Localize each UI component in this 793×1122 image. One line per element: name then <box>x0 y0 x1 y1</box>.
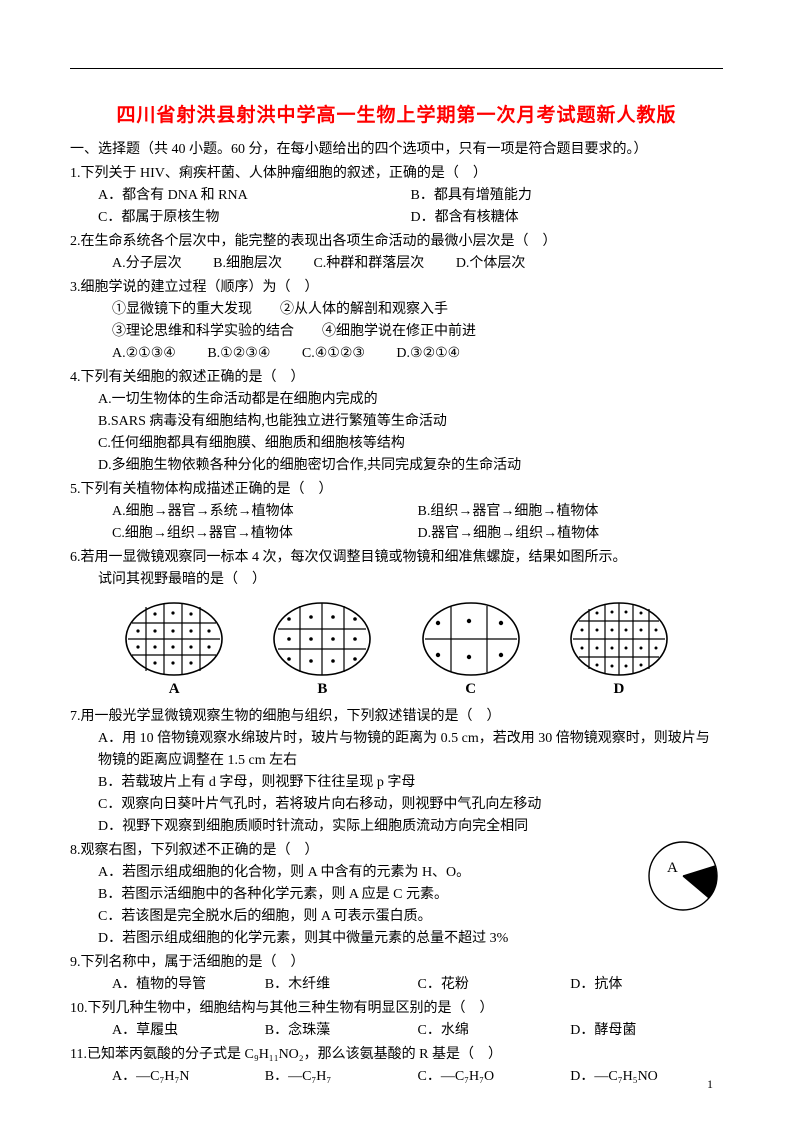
q6-stem: 6.若用一显微镜观察同一标本 4 次，每次仅调整目镜或物镜和细准焦螺旋，结果如图… <box>70 547 723 569</box>
q4-stem: 4.下列有关细胞的叙述正确的是（ ） <box>70 367 723 389</box>
cell-ellipse-d-icon <box>569 601 669 677</box>
top-rule <box>70 68 723 69</box>
q4-opt-b: B.SARS 病毒没有细胞结构,也能独立进行繁殖等生命活动 <box>70 411 723 433</box>
q3-opt-a: A.②①③④ <box>112 346 176 361</box>
q1-opt-d: D．都含有核糖体 <box>411 207 724 229</box>
q5-options: A.细胞→器官→系统→植物体 B.组织→器官→细胞→植物体 C.细胞→组织→器官… <box>70 501 723 545</box>
q2-stem: 2.在生命系统各个层次中，能完整的表现出各项生命活动的最微小层次是（ ） <box>70 231 723 253</box>
q3-line1: ①显微镜下的重大发现 ②从人体的解剖和观察入手 <box>70 299 723 321</box>
q3-opt-c: C.④①②③ <box>302 346 365 361</box>
q8-opt-b: B．若图示活细胞中的各种化学元素，则 A 应是 C 元素。 <box>70 884 723 906</box>
q8-opt-a: A．若图示组成细胞的化合物，则 A 中含有的元素为 H、O。 <box>70 862 723 884</box>
q1-options: A．都含有 DNA 和 RNA B．都具有增殖能力 C．都属于原核生物 D．都含… <box>70 185 723 229</box>
q11-opt-d: D．—C₇H₅NO <box>570 1066 723 1088</box>
q11-opt-a: A．—C₇H₇N <box>112 1066 265 1088</box>
q8-opt-d: D．若图示组成细胞的化学元素，则其中微量元素的总量不超过 3% <box>70 928 723 950</box>
q8-opt-c: C．若该图是完全脱水后的细胞，则 A 可表示蛋白质。 <box>70 906 723 928</box>
q1-opt-a: A．都含有 DNA 和 RNA <box>98 185 411 207</box>
q9-opt-a: A．植物的导管 <box>112 974 265 996</box>
q5-opt-a: A.细胞→器官→系统→植物体 <box>112 501 418 523</box>
q1-stem: 1.下列关于 HIV、痢疾杆菌、人体肿瘤细胞的叙述，正确的是（ ） <box>70 163 723 185</box>
q6-fig-c: C <box>421 601 521 698</box>
q8-pie-figure: A <box>645 838 721 919</box>
q11-options: A．—C₇H₇N B．—C₇H₇ C．—C₇H₇O D．—C₇H₅NO <box>70 1066 723 1088</box>
q8-stem: 8.观察右图，下列叙述不正确的是（ ） <box>70 840 723 862</box>
q10-options: A．草履虫 B．念珠藻 C．水绵 D．酵母菌 <box>70 1020 723 1042</box>
q1-opt-b: B．都具有增殖能力 <box>411 185 724 207</box>
q2-opt-b: B.细胞层次 <box>213 256 282 271</box>
cell-ellipse-c-icon <box>421 601 521 677</box>
q1-opt-c: C．都属于原核生物 <box>98 207 411 229</box>
q2-opt-d: D.个体层次 <box>456 256 526 271</box>
q11-opt-c: C．—C₇H₇O <box>418 1066 571 1088</box>
q3-line2: ③理论思维和科学实验的结合 ④细胞学说在修正中前进 <box>70 321 723 343</box>
q6-fig-a: A <box>124 601 224 698</box>
q4-opt-c: C.任何细胞都具有细胞膜、细胞质和细胞核等结构 <box>70 433 723 455</box>
pie-chart-icon: A <box>645 838 721 914</box>
q6-sub: 试问其视野最暗的是（ ） <box>70 569 723 591</box>
q9-stem: 9.下列名称中，属于活细胞的是（ ） <box>70 952 723 974</box>
q3-stem: 3.细胞学说的建立过程（顺序）为（ ） <box>70 277 723 299</box>
q6-label-d: D <box>569 681 669 698</box>
q9-opt-d: D．抗体 <box>570 974 723 996</box>
q3-opt-b: B.①②③④ <box>207 346 270 361</box>
q11-opt-b: B．—C₇H₇ <box>265 1066 418 1088</box>
q6-label-a: A <box>124 681 224 698</box>
q2-opt-c: C.种群和群落层次 <box>313 256 424 271</box>
q7-opt-b: B．若载玻片上有 d 字母，则视野下往往呈现 p 字母 <box>70 772 723 794</box>
q2-opt-a: A.分子层次 <box>112 256 182 271</box>
cell-ellipse-b-icon <box>272 601 372 677</box>
q5-opt-b: B.组织→器官→细胞→植物体 <box>418 501 724 523</box>
q6-figure: A B C <box>100 601 693 698</box>
q6-label-b: B <box>272 681 372 698</box>
q6-fig-d: D <box>569 601 669 698</box>
q4-opt-d: D.多细胞生物依赖各种分化的细胞密切合作,共同完成复杂的生命活动 <box>70 455 723 477</box>
page-number: 1 <box>707 1077 713 1092</box>
q6-label-c: C <box>421 681 521 698</box>
q10-opt-a: A．草履虫 <box>112 1020 265 1042</box>
pie-label-a: A <box>667 860 678 876</box>
q3-opt-d: D.③②①④ <box>396 346 460 361</box>
q10-opt-c: C．水绵 <box>418 1020 571 1042</box>
q5-opt-d: D.器官→细胞→组织→植物体 <box>418 523 724 545</box>
q9-opt-c: C．花粉 <box>418 974 571 996</box>
q5-stem: 5.下列有关植物体构成描述正确的是（ ） <box>70 479 723 501</box>
q9-options: A．植物的导管 B．木纤维 C．花粉 D．抗体 <box>70 974 723 996</box>
cell-ellipse-a-icon <box>124 601 224 677</box>
q10-opt-d: D．酵母菌 <box>570 1020 723 1042</box>
q7-opt-d: D．视野下观察到细胞质顺时针流动，实际上细胞质流动方向完全相同 <box>70 816 723 838</box>
section-intro: 一、选择题（共 40 小题。60 分，在每小题给出的四个选项中，只有一项是符合题… <box>70 139 723 161</box>
q2-options: A.分子层次 B.细胞层次 C.种群和群落层次 D.个体层次 <box>70 253 723 275</box>
q11-stem: 11.已知苯丙氨酸的分子式是 C₉H₁₁NO₂，那么该氨基酸的 R 基是（ ） <box>70 1044 723 1066</box>
q6-fig-b: B <box>272 601 372 698</box>
q4-opt-a: A.一切生物体的生命活动都是在细胞内完成的 <box>70 389 723 411</box>
q9-opt-b: B．木纤维 <box>265 974 418 996</box>
q3-options: A.②①③④ B.①②③④ C.④①②③ D.③②①④ <box>70 343 723 365</box>
q7-opt-c: C．观察向日葵叶片气孔时，若将玻片向右移动，则视野中气孔向左移动 <box>70 794 723 816</box>
exam-title: 四川省射洪县射洪中学高一生物上学期第一次月考试题新人教版 <box>70 100 723 127</box>
q10-stem: 10.下列几种生物中，细胞结构与其他三种生物有明显区别的是（ ） <box>70 998 723 1020</box>
q10-opt-b: B．念珠藻 <box>265 1020 418 1042</box>
q7-stem: 7.用一般光学显微镜观察生物的细胞与组织，下列叙述错误的是（ ） <box>70 706 723 728</box>
q7-opt-a: A．用 10 倍物镜观察水绵玻片时，玻片与物镜的距离为 0.5 cm，若改用 3… <box>70 728 723 772</box>
q5-opt-c: C.细胞→组织→器官→植物体 <box>112 523 418 545</box>
